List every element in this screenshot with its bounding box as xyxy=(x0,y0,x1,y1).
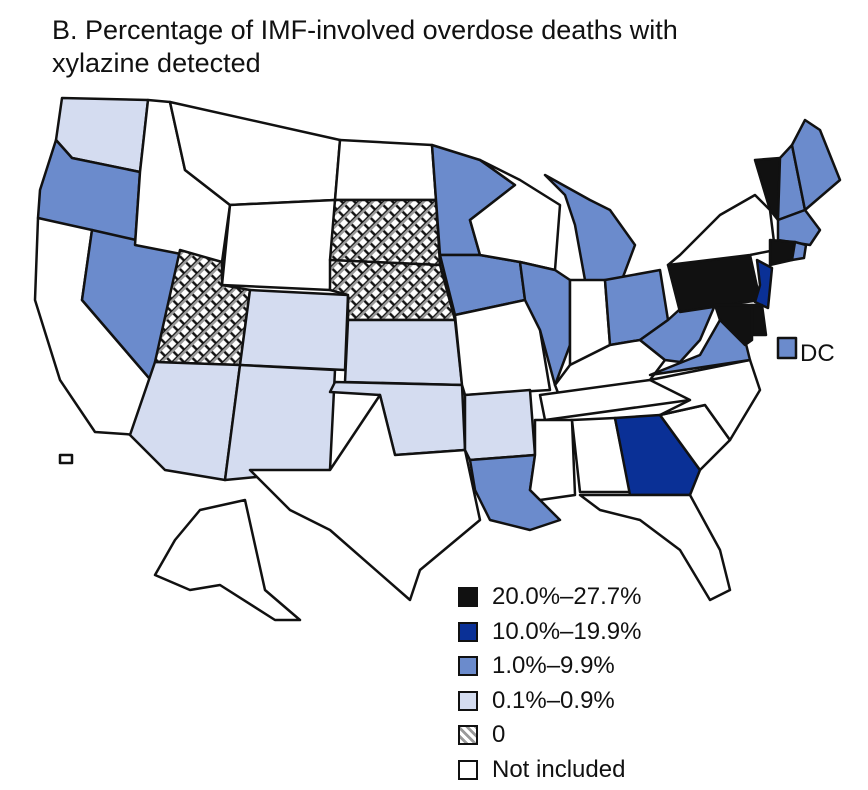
state-south-dakota xyxy=(328,198,442,267)
legend-label: 10.0%–19.9% xyxy=(492,617,642,645)
legend: 20.0%–27.7% 10.0%–19.9% 1.0%–9.9% 0.1%–0.9%… xyxy=(458,580,641,787)
state-wyoming xyxy=(220,198,337,292)
state-alaska xyxy=(153,498,302,622)
state-florida xyxy=(578,493,732,602)
legend-swatch xyxy=(458,656,478,677)
state-maryland xyxy=(713,303,754,347)
legend-item: 1.0%–9.9% xyxy=(458,649,641,684)
legend-item: 0.1%–0.9% xyxy=(458,684,641,719)
legend-swatch xyxy=(458,759,478,780)
state-arkansas xyxy=(463,388,537,462)
state-maine xyxy=(790,118,842,212)
legend-label: 1.0%–9.9% xyxy=(492,652,615,680)
state-illinois xyxy=(518,260,572,387)
state-mississippi xyxy=(528,418,577,502)
state-district-of-columbia xyxy=(776,336,798,360)
state-new-york xyxy=(666,193,777,267)
legend-label: 20.0%–27.7% xyxy=(492,583,642,611)
legend-swatch xyxy=(458,587,478,608)
legend-item: 10.0%–19.9% xyxy=(458,615,641,650)
state-hawaii xyxy=(58,453,74,465)
state-delaware xyxy=(750,303,768,337)
legend-item: 0 xyxy=(458,718,641,753)
title-line-2: xylazine detected xyxy=(52,48,261,78)
legend-swatch xyxy=(458,690,478,711)
state-massachusetts xyxy=(776,208,822,247)
legend-swatch xyxy=(458,621,478,642)
state-colorado xyxy=(238,288,350,372)
legend-item: Not included xyxy=(458,753,641,788)
map-title: B. Percentage of IMF-involved overdose d… xyxy=(52,14,678,80)
state-texas xyxy=(248,393,482,602)
state-arizona xyxy=(128,360,242,482)
state-rhode-island xyxy=(790,240,808,262)
state-georgia xyxy=(613,413,702,497)
legend-label: 0.1%–0.9% xyxy=(492,686,615,714)
legend-label: 0 xyxy=(492,721,506,749)
state-north-carolina xyxy=(648,358,762,442)
state-new-mexico xyxy=(223,363,337,482)
title-line-1: B. Percentage of IMF-involved overdose d… xyxy=(52,15,678,45)
state-nebraska xyxy=(328,258,457,322)
legend-swatch xyxy=(458,725,478,746)
state-west-virginia xyxy=(638,298,717,364)
dc-label: DC xyxy=(800,340,835,367)
state-kansas xyxy=(343,318,464,387)
legend-item: 20.0%–27.7% xyxy=(458,580,641,615)
state-north-dakota xyxy=(333,138,438,202)
state-connecticut xyxy=(768,238,797,267)
legend-label: Not included xyxy=(492,755,626,783)
